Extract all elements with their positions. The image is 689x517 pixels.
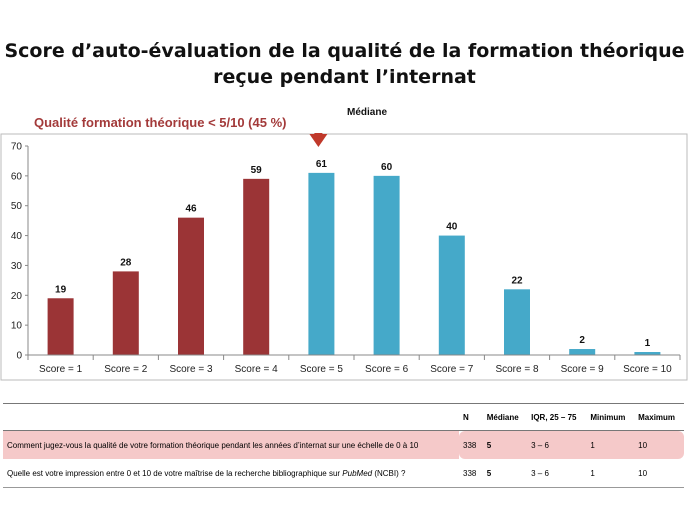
header-question — [3, 403, 459, 431]
x-tick-label: Score = 4 — [235, 364, 279, 375]
x-tick-label: Score = 1 — [39, 364, 83, 375]
row-max: 10 — [634, 430, 684, 459]
bar-data-label: 2 — [579, 335, 585, 346]
y-tick-label: 50 — [11, 201, 23, 212]
bar — [634, 352, 661, 355]
row-mediane: 5 — [482, 459, 528, 488]
bar-data-label: 46 — [185, 204, 197, 215]
title-line-2: reçue pendant l’internat — [213, 66, 476, 88]
question-text-pre: Quelle est votre impression entre 0 et 1… — [7, 468, 343, 478]
row-n: 338 — [459, 459, 483, 488]
header-iqr: IQR, 25 – 75 — [527, 403, 587, 431]
bar — [243, 178, 270, 355]
y-tick-label: 30 — [11, 261, 23, 272]
table-row: Comment jugez-vous la qualité de votre f… — [3, 430, 684, 459]
x-tick-label: Score = 8 — [495, 364, 539, 375]
y-tick-label: 20 — [11, 291, 23, 302]
bar-data-label: 59 — [251, 165, 263, 176]
bar — [438, 235, 465, 355]
bar — [504, 289, 530, 355]
table-header-row: N Médiane IQR, 25 – 75 Minimum Maximum — [3, 403, 684, 431]
header-minimum: Minimum — [586, 403, 635, 431]
bar-data-label: 28 — [120, 257, 132, 268]
header-maximum: Maximum — [634, 403, 684, 431]
median-arrow-head — [309, 134, 328, 147]
x-tick-label: Score = 6 — [365, 364, 409, 375]
row-question: Comment jugez-vous la qualité de votre f… — [3, 430, 459, 459]
summary-table: N Médiane IQR, 25 – 75 Minimum Maximum C… — [3, 403, 684, 488]
row-mediane: 5 — [482, 430, 528, 459]
row-iqr: 3 – 6 — [527, 459, 587, 488]
bar-data-label: 19 — [55, 284, 67, 295]
bar-data-label: 22 — [511, 275, 523, 286]
y-tick-label: 60 — [11, 171, 23, 182]
bar-data-label: 40 — [446, 222, 458, 233]
x-tick-label: Score = 3 — [169, 364, 213, 375]
bar — [178, 217, 204, 355]
y-tick-label: 40 — [11, 231, 23, 242]
question-text-pubmed: PubMed — [342, 468, 373, 478]
y-tick-label: 0 — [16, 351, 22, 362]
x-tick-label: Score = 9 — [561, 364, 605, 375]
y-tick-label: 10 — [11, 321, 23, 332]
x-tick-label: Score = 7 — [430, 364, 474, 375]
header-mediane: Médiane — [482, 403, 528, 431]
page-title: Score d’auto-évaluation de la qualité de… — [0, 38, 689, 90]
title-line-1: Score d’auto-évaluation de la qualité de… — [4, 40, 685, 62]
low-quality-subtitle: Qualité formation théorique < 5/10 (45 %… — [34, 115, 287, 130]
bar — [569, 349, 596, 355]
row-question: Quelle est votre impression entre 0 et 1… — [3, 459, 459, 488]
bar — [112, 271, 139, 355]
y-axis: 0 10 20 30 40 50 60 70 — [11, 142, 29, 362]
median-label: Médiane — [347, 107, 388, 118]
x-tick-label: Score = 10 — [623, 364, 672, 375]
header-n: N — [459, 403, 483, 431]
row-max: 10 — [634, 459, 684, 488]
bar-data-label: 60 — [381, 162, 393, 173]
median-arrow-icon — [309, 133, 328, 147]
bar — [373, 175, 400, 355]
table-row: Quelle est votre impression entre 0 et 1… — [3, 459, 684, 488]
question-text-post: (NCBI) ? — [372, 468, 406, 478]
x-axis: Score = 1 Score = 2 Score = 3 Score = 4 Scor… — [27, 354, 681, 375]
row-min: 1 — [586, 459, 635, 488]
y-tick-label: 70 — [11, 142, 23, 153]
bar — [47, 298, 74, 355]
bar — [308, 172, 335, 355]
x-tick-label: Score = 5 — [300, 364, 344, 375]
bar-data-label: 61 — [316, 159, 328, 170]
bar-data-label: 1 — [645, 338, 651, 349]
row-iqr: 3 – 6 — [527, 430, 587, 459]
row-min: 1 — [586, 430, 635, 459]
x-tick-label: Score = 2 — [104, 364, 148, 375]
row-n: 338 — [459, 430, 483, 459]
